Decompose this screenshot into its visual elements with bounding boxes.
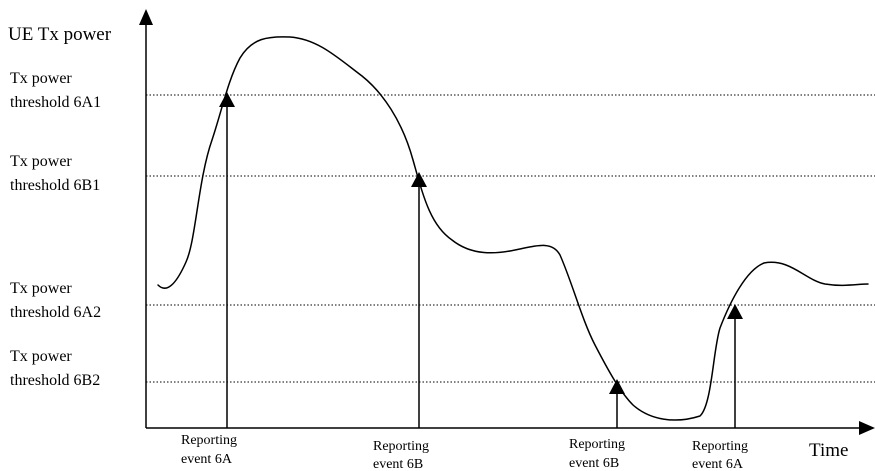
tx-power-curve	[157, 36, 869, 421]
event-label-6a-first-line1: Reporting	[181, 433, 237, 448]
threshold-label-6a2-line2: threshold 6A2	[10, 304, 101, 321]
threshold-label-6a1-line1: Tx power	[10, 70, 72, 87]
event-label-6a-first: Reporting event 6A	[181, 433, 241, 467]
threshold-label-6b1-line2: threshold 6B1	[10, 177, 100, 194]
y-axis-label: UE Tx power	[8, 24, 112, 45]
threshold-label-6b2-line1: Tx power	[10, 348, 72, 365]
y-axis-arrowhead	[139, 9, 153, 25]
event-arrowhead-6b-second	[609, 379, 625, 394]
threshold-label-6a1: Tx power threshold 6A1	[10, 70, 101, 111]
threshold-label-6a1-line2: threshold 6A1	[10, 94, 101, 111]
event-label-6b-first-line1: Reporting	[373, 439, 429, 454]
event-label-6a-first-line2: event 6A	[181, 452, 233, 467]
event-label-6b-second-line2: event 6B	[569, 456, 619, 471]
x-axis-label: Time	[809, 440, 848, 461]
event-arrowhead-6a-first	[219, 92, 235, 107]
threshold-label-6b2: Tx power threshold 6B2	[10, 348, 100, 389]
event-label-6b-first-line2: event 6B	[373, 457, 423, 471]
event-label-6b-second: Reporting event 6B	[569, 437, 629, 471]
event-label-6a-second: Reporting event 6A	[692, 439, 752, 471]
event-label-6b-first: Reporting event 6B	[373, 439, 433, 471]
threshold-label-6b1-line1: Tx power	[10, 153, 72, 170]
event-arrowhead-6a-second	[727, 304, 743, 319]
threshold-label-6b2-line2: threshold 6B2	[10, 372, 100, 389]
event-label-6a-second-line1: Reporting	[692, 439, 748, 454]
event-arrowhead-6b-first	[411, 172, 427, 187]
event-label-6b-second-line1: Reporting	[569, 437, 625, 452]
threshold-label-6a2-line1: Tx power	[10, 280, 72, 297]
event-label-6a-second-line2: event 6A	[692, 457, 744, 471]
x-axis-arrowhead	[859, 421, 875, 435]
threshold-label-6b1: Tx power threshold 6B1	[10, 153, 100, 194]
threshold-label-6a2: Tx power threshold 6A2	[10, 280, 101, 321]
